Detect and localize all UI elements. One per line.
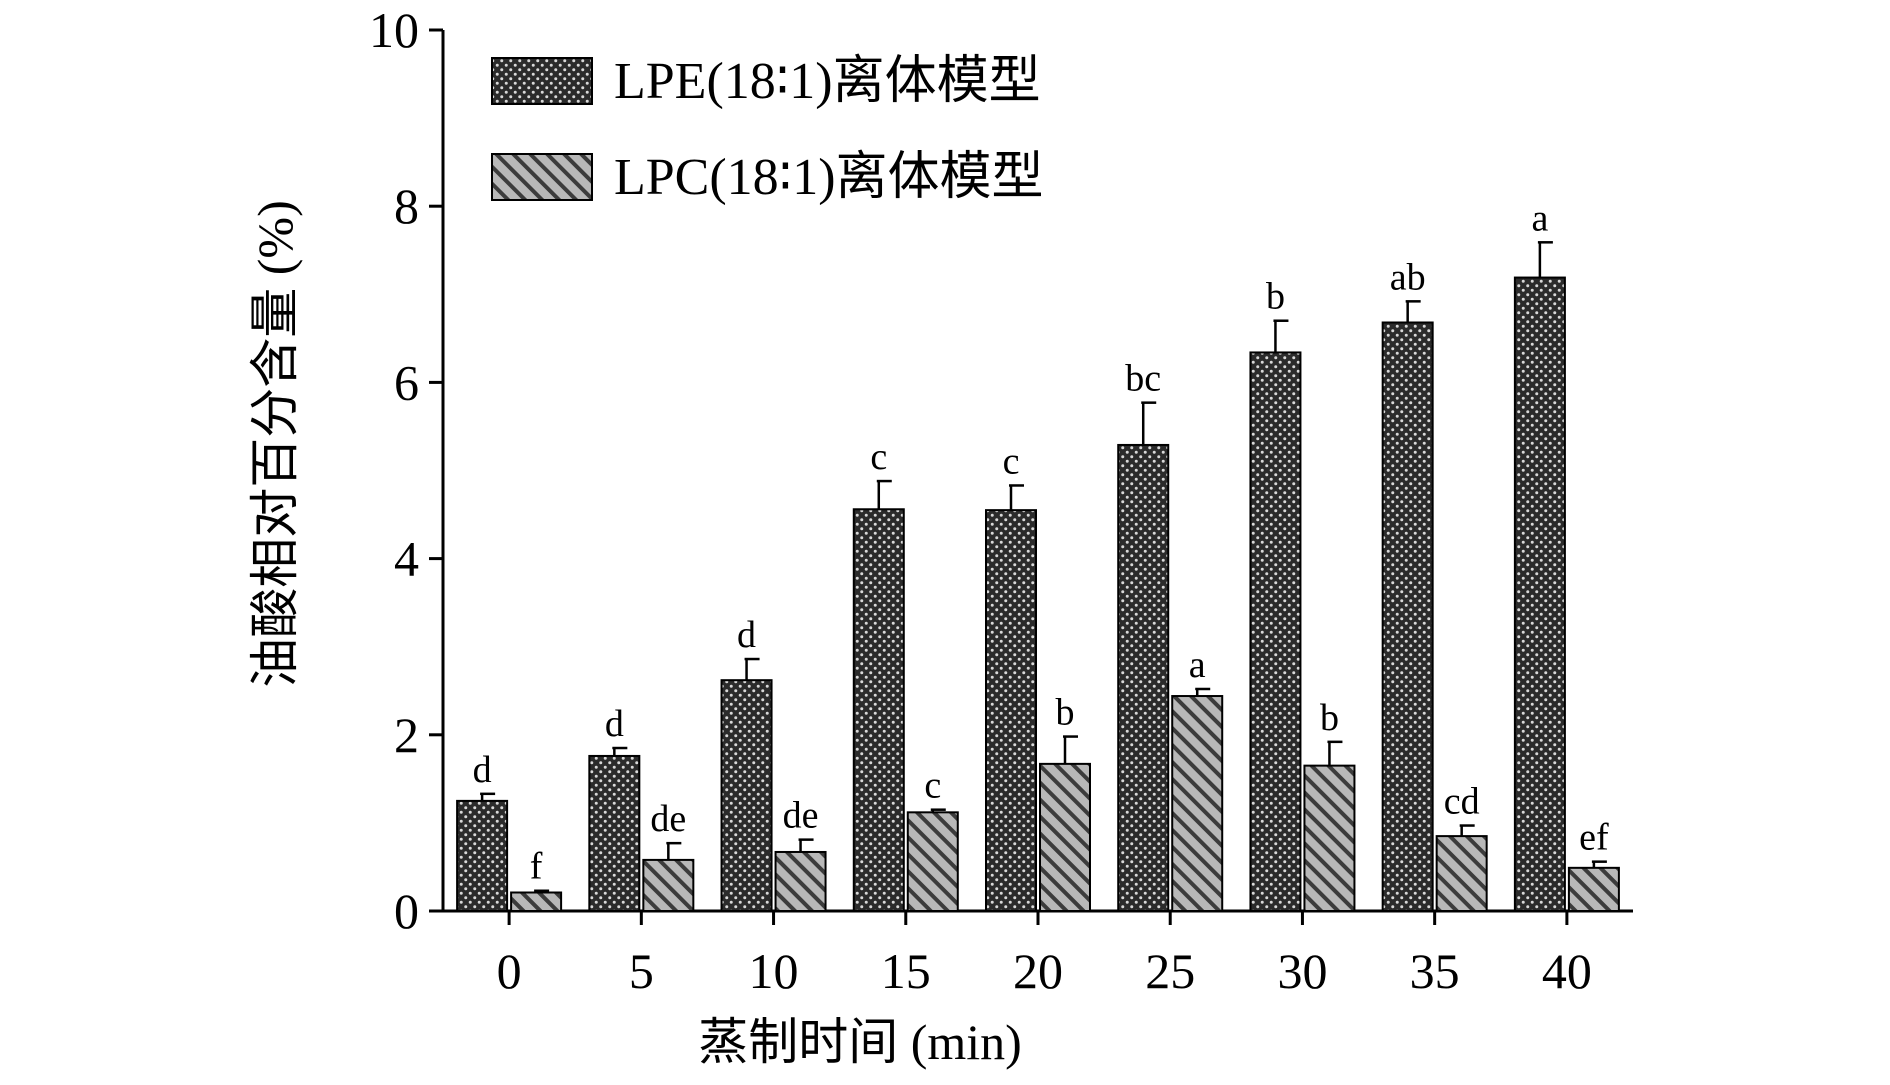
significance-label: a	[1531, 197, 1548, 239]
significance-label: ab	[1390, 256, 1426, 298]
x-axis-title: 蒸制时间 (min)	[698, 1014, 1022, 1070]
legend-label: LPE(18∶1)离体模型	[614, 53, 1041, 110]
significance-label: c	[870, 436, 887, 478]
bar-lpc-40	[1567, 866, 1620, 912]
x-tick-label: 0	[497, 943, 522, 999]
bar-lpc-5	[642, 858, 695, 912]
legend-swatch	[491, 153, 593, 201]
bar-lpc-20	[1039, 762, 1091, 912]
y-tick-label: 6	[394, 354, 419, 410]
significance-label: c	[924, 765, 941, 807]
legend: LPE(18∶1)离体模型 LPC(18∶1)离体模型	[491, 53, 1044, 206]
y-tick-label: 8	[394, 178, 419, 234]
bar-lpe-35	[1381, 321, 1434, 912]
bar-lpe-40	[1513, 276, 1566, 913]
significance-label: de	[783, 795, 819, 837]
bar-lpe-15	[852, 508, 905, 912]
significance-label: f	[530, 846, 543, 888]
bar-lpc-10	[774, 850, 827, 913]
bar-lpe-30	[1249, 351, 1302, 913]
y-axis-title: 油酸相对百分含量 (%)	[247, 200, 303, 687]
significance-label: d	[473, 749, 492, 791]
significance-label: c	[1003, 440, 1020, 482]
significance-label: cd	[1444, 781, 1480, 823]
significance-label: a	[1189, 644, 1206, 686]
legend-label: LPC(18∶1)离体模型	[614, 149, 1044, 206]
bar-lpe-10	[720, 679, 773, 912]
x-tick-label: 20	[1013, 943, 1063, 999]
legend-swatch	[491, 57, 593, 105]
bar-lpe-0	[456, 799, 509, 912]
y-tick-label: 0	[394, 883, 419, 939]
bar-lpc-35	[1435, 835, 1488, 912]
x-tick-label: 15	[881, 943, 931, 999]
x-tick-label: 35	[1410, 943, 1460, 999]
x-tick-label: 25	[1145, 943, 1195, 999]
x-tick-label: 30	[1277, 943, 1327, 999]
significance-label: ef	[1579, 817, 1609, 859]
bar-lpe-25	[1117, 443, 1170, 912]
bar-lpc-25	[1171, 695, 1224, 913]
x-tick-label: 5	[629, 943, 654, 999]
significance-label: b	[1056, 692, 1075, 734]
significance-label: b	[1266, 276, 1285, 318]
bar-lpe-5	[588, 754, 641, 912]
bar-lpc-0	[510, 891, 563, 913]
significance-label: d	[737, 614, 756, 656]
bar-lpc-30	[1303, 764, 1356, 913]
bar-lpc-15	[906, 811, 959, 912]
significance-label: de	[650, 798, 686, 840]
axes: 0 2 4 6 8 10 0 5 10 15 20 25 30 35 40	[369, 2, 1633, 999]
y-tick-label: 2	[394, 707, 419, 763]
bar-lpe-20	[985, 509, 1037, 912]
x-tick-label: 40	[1542, 943, 1592, 999]
significance-label: b	[1320, 697, 1339, 739]
x-tick-label: 10	[749, 943, 799, 999]
significance-label: d	[605, 703, 624, 745]
significance-label: bc	[1125, 358, 1161, 400]
y-tick-label: 10	[369, 2, 419, 58]
y-tick-label: 4	[394, 531, 419, 587]
